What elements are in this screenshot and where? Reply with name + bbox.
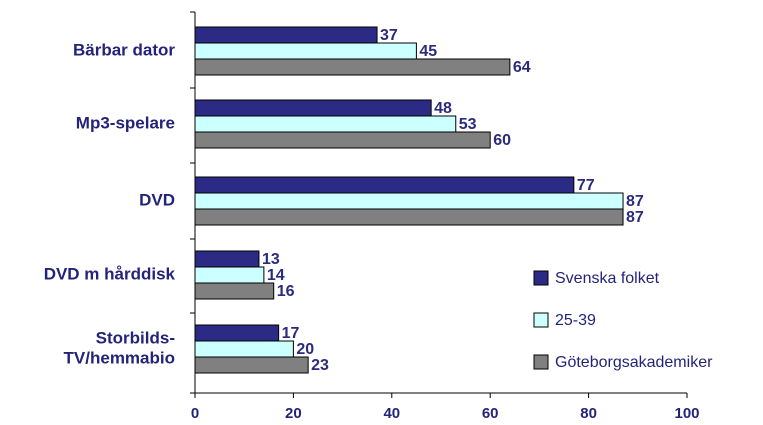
legend-label-1: Svenska folket <box>555 270 660 287</box>
bar-1-1 <box>194 26 378 44</box>
data-label: 48 <box>434 100 452 117</box>
bar-3-5 <box>194 356 309 374</box>
data-label: 13 <box>262 251 280 268</box>
data-label: 17 <box>282 325 300 342</box>
legend-label-2: 25-39 <box>555 312 596 329</box>
bar-1-5 <box>194 324 280 342</box>
bar-2-2 <box>194 115 457 133</box>
x-tick-label: 60 <box>482 405 499 422</box>
legend-swatch-3 <box>533 354 549 370</box>
data-label: 60 <box>493 132 511 149</box>
x-tick-label: 20 <box>285 405 302 422</box>
bar-1-2 <box>194 99 432 117</box>
category-label: Storbilds- <box>96 328 175 347</box>
bar-3-2 <box>194 131 491 149</box>
bar-2-5 <box>194 340 294 358</box>
legend-swatch-2 <box>533 312 549 328</box>
bar-2-3 <box>194 192 624 210</box>
x-tick-label: 100 <box>674 405 699 422</box>
bar-3-4 <box>194 282 275 300</box>
category-label: Bärbar dator <box>73 40 175 59</box>
data-label: 37 <box>380 27 398 44</box>
legend-label-3: Göteborgsakademiker <box>555 354 713 371</box>
bar-2-4 <box>194 266 265 284</box>
data-label: 87 <box>626 209 644 226</box>
data-label: 64 <box>513 59 531 76</box>
x-tick-label: 40 <box>383 405 400 422</box>
data-label: 16 <box>277 283 295 300</box>
legend: Svenska folket 25-39 Göteborgsakademiker <box>533 270 713 371</box>
data-label: 53 <box>459 116 477 133</box>
data-label: 20 <box>296 341 314 358</box>
bar-2-1 <box>194 42 417 60</box>
category-label: DVD m hårddisk <box>44 264 176 283</box>
bar-1-4 <box>194 250 260 268</box>
category-label: TV/hemmabio <box>64 348 175 367</box>
data-label: 87 <box>626 193 644 210</box>
data-label: 14 <box>267 267 285 284</box>
x-tick-label: 0 <box>191 405 199 422</box>
bar-1-3 <box>194 176 575 194</box>
x-tick-label: 80 <box>580 405 597 422</box>
data-label: 45 <box>419 43 437 60</box>
data-label: 23 <box>311 357 329 374</box>
legend-swatch-1 <box>533 270 549 286</box>
data-label: 77 <box>577 177 595 194</box>
bar-3-3 <box>194 208 624 226</box>
category-labels-layer: Bärbar dator Mp3-spelare DVD DVD m hårddisk… <box>44 40 176 367</box>
x-axis: 0 20 40 60 80 100 <box>190 11 700 422</box>
bar-3-1 <box>194 58 511 76</box>
category-label: DVD <box>139 190 175 209</box>
category-label: Mp3-spelare <box>76 113 175 132</box>
